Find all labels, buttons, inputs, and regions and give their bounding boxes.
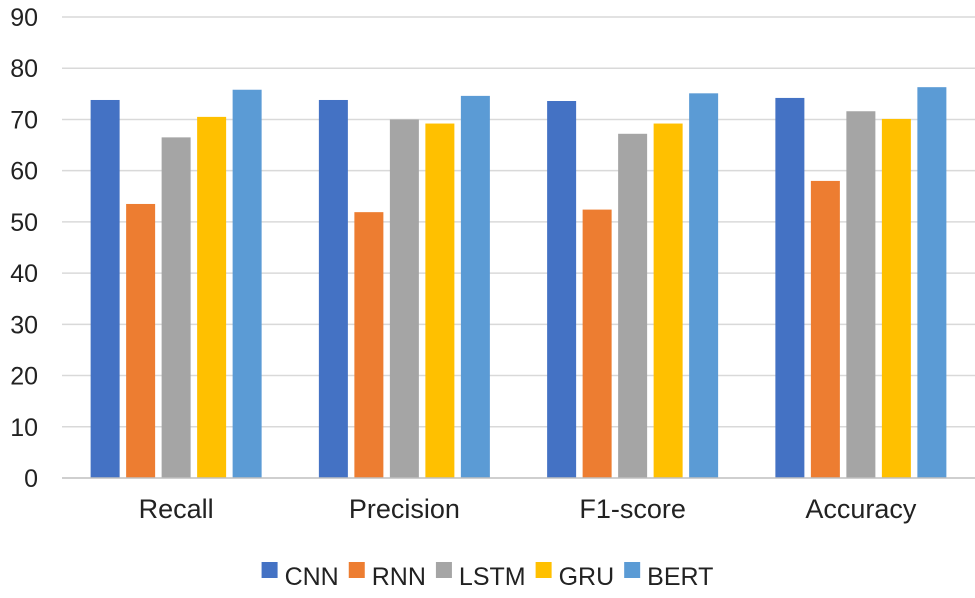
bar-lstm-precision [389,119,419,478]
y-tick-label: 60 [10,158,38,186]
legend: CNN RNN LSTM GRU BERT [261,562,713,591]
x-tick-label: Precision [349,494,460,524]
legend-item-gru: GRU [535,562,615,591]
bar-rnn-precision [354,212,384,478]
y-tick-label: 70 [10,106,38,134]
y-tick-label: 80 [10,55,38,83]
legend-swatch [435,562,452,578]
legend-label: LSTM [459,563,526,591]
bar-lstm-accuracy [846,111,876,478]
bar-bert-precision [460,95,490,478]
legend-label: BERT [647,563,713,591]
bars [90,87,947,479]
y-tick-label: 0 [24,465,38,493]
legend-item-rnn: RNN [348,562,426,591]
bar-lstm-recall [161,137,191,478]
legend-swatch [261,562,278,578]
bar-lstm-f1-score [618,133,648,478]
bar-bert-recall [232,89,262,478]
y-tick-label: 90 [10,4,38,32]
bar-cnn-precision [318,99,348,478]
bar-gru-accuracy [881,118,911,478]
bar-cnn-recall [90,99,120,478]
legend-item-lstm: LSTM [435,562,526,591]
legend-swatch [535,562,552,578]
legend-swatch [624,562,641,578]
bar-rnn-f1-score [582,209,612,478]
bar-gru-recall [197,116,227,478]
bar-cnn-f1-score [547,101,577,478]
axes: 0 10 20 30 40 50 60 70 80 90 Recall Precision F1-sco… [10,4,975,524]
y-tick-label: 10 [10,414,38,442]
y-tick-label: 40 [10,260,38,288]
x-tick-label: F1-score [579,494,686,524]
bar-rnn-accuracy [810,180,840,478]
y-tick-label: 30 [10,311,38,339]
legend-item-bert: BERT [624,562,713,591]
y-tick-label: 50 [10,209,38,237]
legend-swatch [348,562,365,578]
y-tick-label: 20 [10,363,38,391]
x-tick-label: Accuracy [805,494,917,524]
bar-bert-accuracy [917,87,947,479]
bar-bert-f1-score [689,93,719,479]
legend-label: GRU [559,563,615,591]
legend-label: CNN [285,563,339,591]
bar-cnn-accuracy [775,97,805,478]
legend-label: RNN [372,563,426,591]
x-tick-label: Recall [139,494,214,524]
legend-item-cnn: CNN [261,562,339,591]
bar-gru-precision [425,123,455,478]
bar-gru-f1-score [653,123,683,478]
bar-rnn-recall [126,203,156,478]
